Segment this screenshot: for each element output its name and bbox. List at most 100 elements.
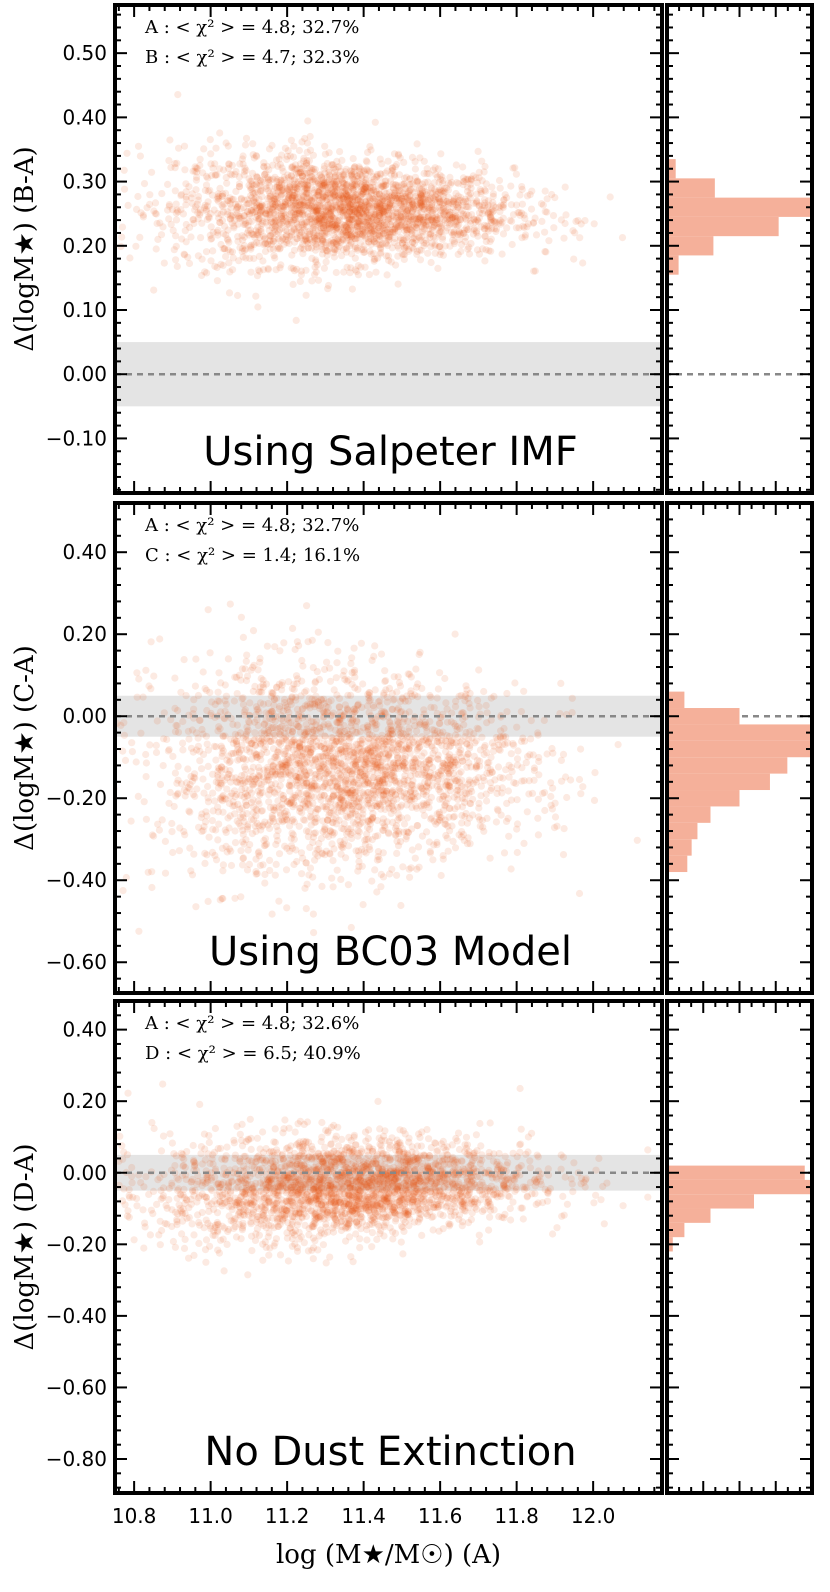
- data-point: [276, 244, 284, 252]
- data-point: [377, 227, 386, 235]
- data-point: [152, 741, 160, 750]
- data-point: [332, 221, 340, 229]
- data-point: [409, 245, 418, 253]
- data-point: [182, 180, 190, 188]
- data-point: [419, 198, 428, 206]
- data-point: [255, 252, 263, 260]
- data-point: [256, 211, 264, 219]
- data-point: [252, 292, 260, 300]
- data-point: [317, 173, 326, 181]
- data-point: [349, 193, 357, 201]
- y-tick-label: 0.00: [62, 362, 107, 386]
- data-point: [461, 237, 469, 246]
- data-point: [375, 211, 383, 219]
- data-point: [498, 784, 506, 792]
- data-point: [378, 240, 386, 248]
- data-point: [331, 191, 339, 199]
- data-point: [427, 183, 435, 191]
- data-point: [181, 251, 189, 259]
- data-point: [315, 187, 323, 195]
- data-point: [257, 739, 265, 748]
- data-point: [499, 203, 507, 212]
- data-point: [226, 248, 234, 256]
- data-point: [361, 202, 369, 210]
- data-point: [123, 149, 131, 157]
- data-point: [400, 215, 408, 223]
- data-point: [352, 207, 360, 215]
- data-point: [308, 184, 316, 192]
- data-point: [288, 194, 296, 202]
- data-point: [341, 221, 349, 229]
- data-point: [254, 215, 262, 223]
- data-point: [297, 228, 305, 236]
- data-point: [234, 212, 242, 220]
- data-point: [306, 146, 315, 154]
- data-point: [244, 207, 252, 215]
- data-point: [340, 171, 348, 179]
- data-point: [385, 192, 393, 200]
- data-point: [342, 223, 350, 231]
- data-point: [394, 816, 402, 824]
- data-point: [333, 235, 342, 243]
- data-point: [345, 196, 353, 204]
- data-point: [318, 183, 326, 191]
- data-point: [325, 168, 333, 176]
- data-point: [400, 183, 409, 191]
- data-point: [311, 263, 319, 271]
- data-point: [475, 209, 484, 217]
- data-point: [512, 201, 521, 209]
- data-point: [503, 708, 511, 716]
- data-point: [298, 218, 306, 227]
- data-point: [382, 177, 390, 185]
- data-point: [372, 235, 381, 243]
- data-point: [303, 790, 311, 798]
- data-point: [319, 220, 327, 228]
- data-point: [193, 168, 201, 176]
- data-point: [303, 238, 311, 246]
- data-point: [320, 211, 328, 219]
- data-point: [365, 224, 373, 232]
- data-point: [309, 206, 317, 214]
- data-point: [366, 225, 375, 233]
- data-point: [328, 205, 336, 213]
- data-point: [452, 201, 460, 209]
- data-point: [266, 205, 274, 213]
- data-point: [294, 178, 302, 186]
- data-point: [316, 171, 324, 179]
- y-tick-label: −0.10: [46, 426, 107, 450]
- data-point: [452, 206, 460, 214]
- data-point: [247, 243, 255, 251]
- data-point: [262, 184, 270, 192]
- data-point: [171, 674, 179, 682]
- data-point: [507, 865, 515, 873]
- data-point: [364, 222, 372, 230]
- data-point: [344, 231, 352, 239]
- data-point: [369, 210, 378, 218]
- data-point: [428, 223, 436, 231]
- data-point: [192, 186, 200, 194]
- data-point: [481, 186, 489, 194]
- data-point: [450, 196, 458, 204]
- data-point: [388, 705, 396, 714]
- data-point: [372, 210, 380, 219]
- data-point: [418, 228, 426, 236]
- y-axis-label: Δ(logM★) (B-A): [10, 146, 40, 351]
- data-point: [142, 773, 150, 781]
- data-point: [213, 171, 221, 179]
- data-point: [307, 244, 316, 252]
- data-point: [280, 173, 288, 181]
- data-point: [339, 209, 347, 217]
- data-point: [324, 189, 332, 197]
- data-point: [263, 240, 271, 248]
- data-point: [423, 207, 432, 215]
- data-point: [437, 248, 445, 256]
- data-point: [333, 659, 341, 667]
- data-point: [225, 238, 233, 246]
- data-point: [442, 699, 450, 707]
- data-point: [259, 208, 267, 216]
- data-point: [401, 223, 409, 231]
- data-point: [477, 187, 485, 195]
- data-point: [260, 162, 268, 171]
- data-point: [337, 875, 345, 884]
- data-point: [152, 210, 160, 218]
